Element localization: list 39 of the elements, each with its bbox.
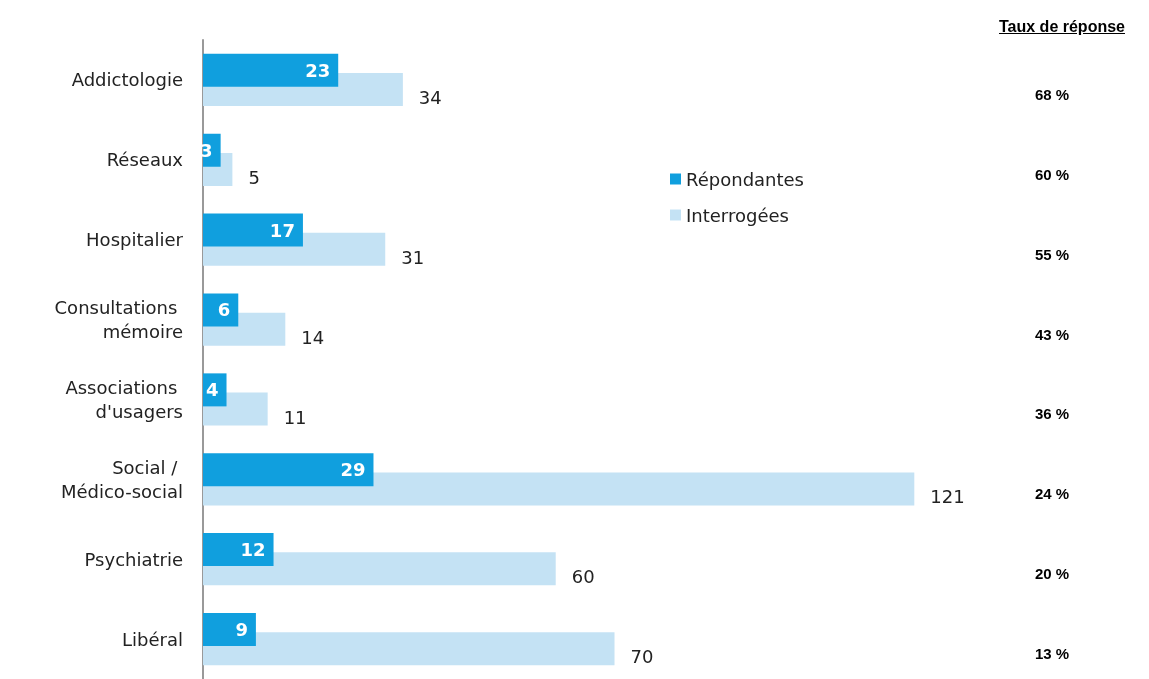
text: 24 % bbox=[1034, 484, 1070, 502]
data-label: 9 bbox=[235, 618, 248, 640]
data-label: 5 bbox=[248, 166, 260, 188]
data-label: 34 bbox=[418, 87, 442, 109]
text: 55 % bbox=[1034, 245, 1070, 263]
bar bbox=[203, 213, 303, 247]
data-label: 11 bbox=[283, 406, 307, 428]
bar bbox=[203, 612, 256, 646]
y-tick-label: Associations d'usagers bbox=[65, 376, 183, 422]
text: 60 % bbox=[1034, 165, 1070, 183]
bar bbox=[203, 53, 339, 87]
y-tick-label: Hospitalier bbox=[86, 229, 184, 251]
data-label: 121 bbox=[930, 486, 965, 508]
y-tick-label: Psychiatrie bbox=[84, 548, 183, 570]
y-tick-label: Libéral bbox=[122, 628, 183, 650]
data-label: 70 bbox=[630, 646, 654, 668]
data-label: 60 bbox=[571, 566, 595, 588]
data-label: 12 bbox=[240, 539, 266, 561]
data-label: 29 bbox=[340, 459, 366, 481]
bar bbox=[203, 453, 374, 487]
y-tick-label: Consultations mémoire bbox=[54, 297, 183, 343]
text: 13 % bbox=[1034, 644, 1070, 662]
data-label: 31 bbox=[401, 246, 425, 268]
y-tick-label: Réseaux bbox=[106, 149, 184, 171]
legend-label: Interrogées bbox=[686, 204, 789, 226]
text: 68 % bbox=[1034, 85, 1070, 103]
text: 43 % bbox=[1034, 325, 1070, 343]
text: 36 % bbox=[1034, 404, 1070, 422]
data-label: 14 bbox=[301, 326, 325, 348]
data-label: 17 bbox=[269, 219, 295, 241]
data-label: 4 bbox=[205, 379, 219, 401]
text: 20 % bbox=[1034, 564, 1070, 582]
data-label: 23 bbox=[305, 59, 331, 81]
y-tick-label: Social / Médico-social bbox=[60, 456, 183, 502]
text: Taux de réponse bbox=[999, 18, 1125, 36]
bar bbox=[203, 533, 274, 567]
data-label: 6 bbox=[217, 299, 231, 321]
y-tick-label: Addictologie bbox=[71, 69, 183, 91]
legend-label: Répondantes bbox=[686, 168, 805, 190]
